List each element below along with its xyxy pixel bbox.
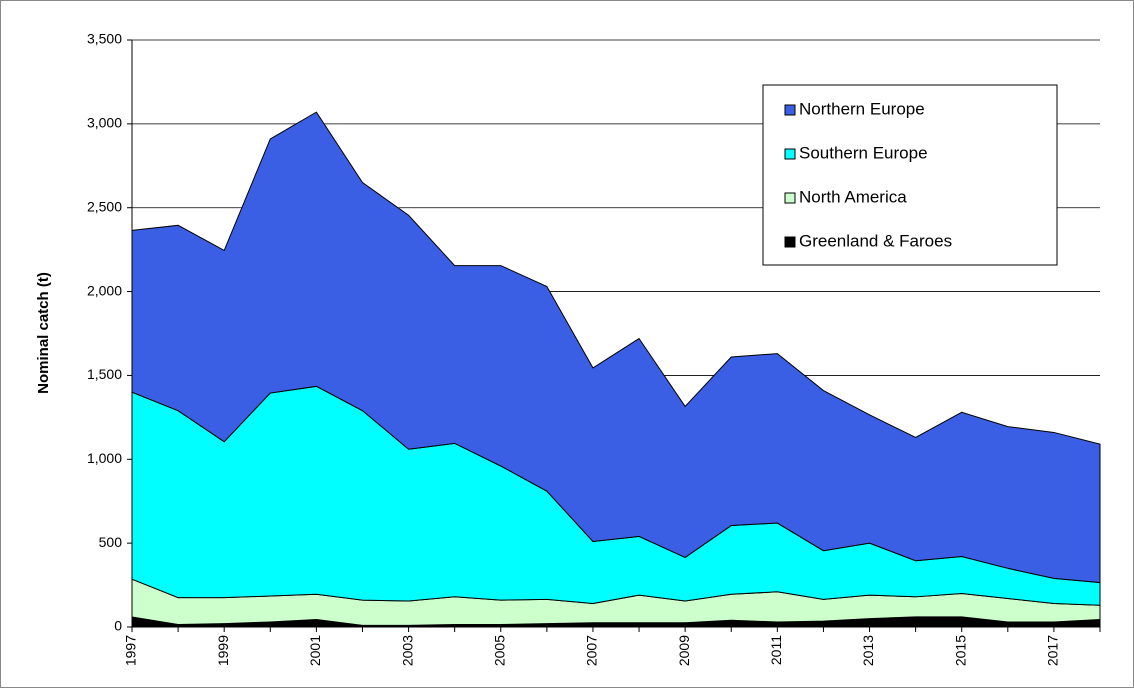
x-tick-label: 2013 [860,635,876,666]
y-tick-label: 3,000 [87,115,122,131]
y-tick-label: 2,000 [87,282,122,298]
x-tick-label: 1999 [215,635,231,666]
y-tick-label: 500 [99,534,123,550]
legend-swatch [784,104,796,116]
legend-box [762,84,1058,266]
y-tick-label: 0 [114,618,122,634]
legend-label: Greenland & Faroes [799,231,952,250]
x-tick-label: 2015 [952,635,968,666]
y-tick-label: 2,500 [87,198,122,214]
y-axis-label: Nominal catch (t) [35,272,52,394]
x-tick-label: 2007 [584,635,600,666]
y-tick-label: 3,500 [87,31,122,47]
x-tick-label: 2005 [491,635,507,666]
x-tick-label: 2009 [676,635,692,666]
x-tick-label: 2011 [768,635,784,665]
x-tick-label: 2003 [399,635,415,666]
y-tick-label: 1,000 [87,450,122,466]
x-tick-label: 1997 [123,635,139,666]
legend-label: Southern Europe [799,143,928,162]
x-tick-label: 2001 [307,635,323,666]
legend-label: North America [799,187,907,206]
legend-swatch [784,236,796,248]
legend-swatch [784,192,796,204]
x-tick-label: 2017 [1045,635,1061,666]
legend-label: Northern Europe [799,99,925,118]
area [131,111,1101,584]
legend-swatch [784,148,796,160]
y-tick-label: 1,500 [87,366,122,382]
